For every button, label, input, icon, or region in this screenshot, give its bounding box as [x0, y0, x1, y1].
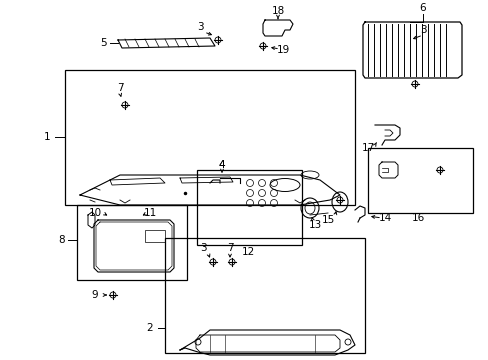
Text: 17: 17 [361, 143, 374, 153]
Bar [77, 205, 186, 280]
Text: 10: 10 [88, 208, 102, 218]
Bar [197, 170, 302, 245]
Text: 12: 12 [241, 247, 254, 257]
Text: 2: 2 [146, 323, 153, 333]
Text: 9: 9 [92, 290, 98, 300]
Text: 3: 3 [196, 22, 203, 32]
Text: 1: 1 [43, 132, 50, 142]
Text: 3: 3 [419, 25, 426, 35]
Text: 7: 7 [226, 243, 233, 253]
Text: 11: 11 [143, 208, 156, 218]
Text: 8: 8 [59, 235, 65, 245]
Text: 4: 4 [218, 160, 225, 170]
Bar [164, 238, 364, 353]
Text: 15: 15 [321, 215, 334, 225]
Text: 19: 19 [276, 45, 289, 55]
Text: 7: 7 [117, 83, 123, 93]
Text: 4: 4 [218, 160, 225, 170]
Text: 5: 5 [100, 38, 106, 48]
Bar [65, 70, 354, 205]
Text: 3: 3 [199, 243, 206, 253]
Bar [367, 148, 472, 213]
Bar [145, 230, 164, 242]
Text: 18: 18 [271, 6, 284, 16]
Text: 16: 16 [410, 213, 424, 223]
Text: 6: 6 [419, 3, 426, 13]
Text: 14: 14 [378, 213, 391, 223]
Text: 13: 13 [308, 220, 321, 230]
